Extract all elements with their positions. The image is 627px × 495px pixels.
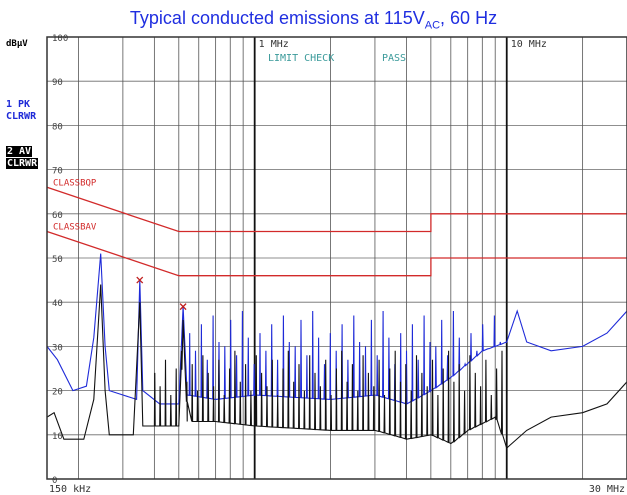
limit-line-label: CLASSBQP — [53, 178, 97, 188]
y-tick-label: 20 — [52, 388, 63, 398]
limit-line — [46, 230, 627, 277]
markers — [136, 276, 187, 311]
y-tick-label: 50 — [52, 255, 63, 265]
trace-1-label-line2: CLRWR — [6, 111, 37, 122]
peak-marker — [179, 303, 187, 311]
axis-labels: 0 10 20 30 40 50 60 70 80 90 100 1 MHz 10 MHz 150 kHz… — [49, 34, 625, 495]
x-start-label: 150 kHz — [49, 484, 91, 495]
plot-frame — [46, 36, 627, 480]
x-tick-label: 1 MHz — [259, 39, 289, 50]
limit-line — [46, 186, 627, 233]
title-subscript: AC — [424, 19, 441, 32]
limit-line-label: CLASSBAV — [53, 222, 97, 232]
y-tick-label: 70 — [52, 167, 63, 177]
y-tick-label: 10 — [52, 432, 63, 442]
x-end-label: 30 MHz — [589, 484, 625, 495]
y-tick-label: 60 — [52, 211, 63, 221]
trace-line — [46, 284, 627, 450]
trace-2-label-line2: CLRWR — [6, 158, 39, 169]
limit-lines: CLASSBQP CLASSBAV — [46, 178, 627, 277]
y-tick-label: 90 — [52, 78, 63, 88]
peak-marker — [136, 276, 144, 284]
traces — [46, 253, 627, 450]
y-tick-label: 80 — [52, 122, 63, 132]
y-tick-label: 30 — [52, 343, 63, 353]
chart-title: Typical conducted emissions at 115VAC, 6… — [0, 8, 627, 32]
limit-check-text: LIMIT CHECK — [268, 53, 334, 64]
y-tick-label: 0 — [52, 476, 57, 486]
title-suffix: , 60 Hz — [440, 8, 498, 28]
trace-2-label-line1: 2 AV — [6, 146, 33, 157]
limit-check-result: PASS — [382, 53, 406, 64]
x-tick-label: 10 MHz — [511, 39, 547, 50]
title-prefix: Typical conducted emissions at 115V — [129, 8, 425, 28]
trace-1-label-line1: 1 PK — [6, 99, 31, 110]
y-tick-label: 40 — [52, 299, 63, 309]
y-unit-label: dBµV — [6, 39, 28, 49]
y-tick-label: 100 — [52, 34, 68, 44]
